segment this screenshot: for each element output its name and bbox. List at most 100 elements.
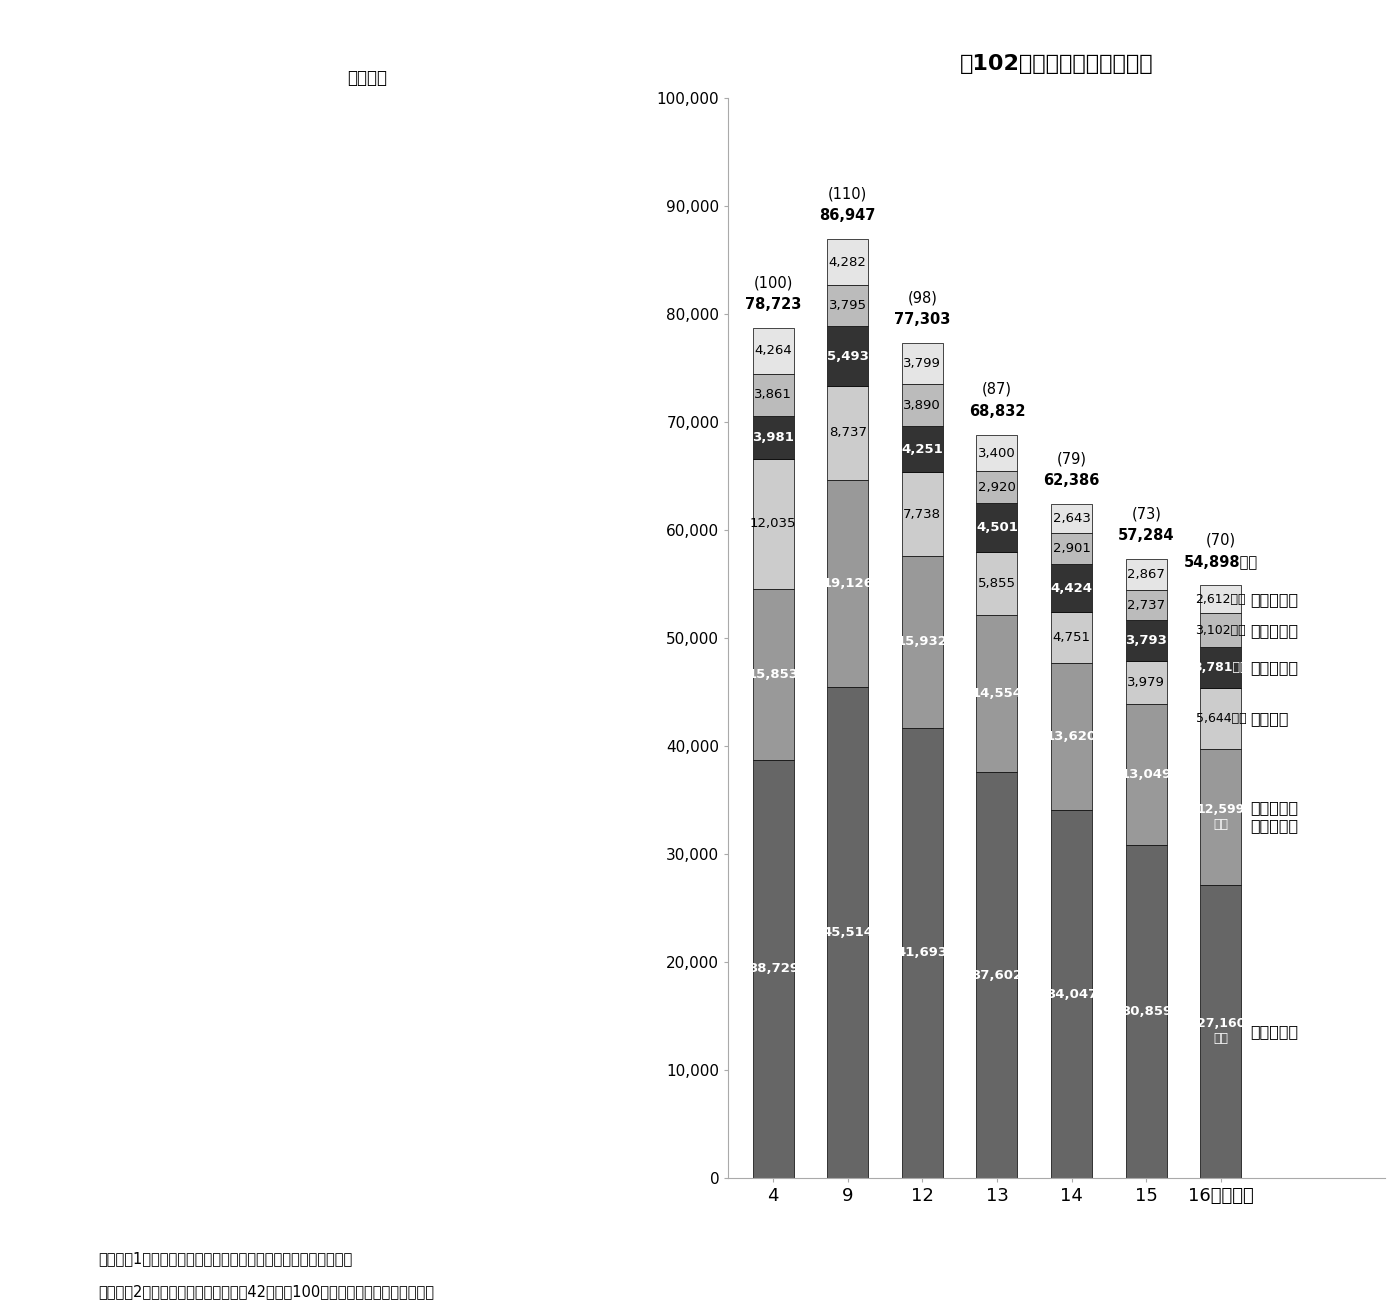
Text: 19,126: 19,126: [822, 577, 874, 590]
Bar: [1200, 647, 1242, 687]
Text: 2,901: 2,901: [1053, 542, 1091, 555]
Text: 4,751: 4,751: [1053, 631, 1091, 644]
Text: 3,799: 3,799: [903, 357, 941, 370]
Text: 3,795: 3,795: [829, 299, 867, 312]
Bar: [1200, 749, 1242, 884]
Bar: [976, 615, 1018, 771]
Text: 4,501: 4,501: [976, 521, 1018, 534]
Bar: [827, 327, 868, 386]
Text: 3,781億円: 3,781億円: [1194, 661, 1247, 674]
Text: 8,737: 8,737: [829, 426, 867, 440]
Text: 2,737: 2,737: [1127, 598, 1165, 611]
Bar: [976, 502, 1018, 551]
Text: 宅地造成: 宅地造成: [1250, 711, 1289, 726]
Text: 62,386: 62,386: [1043, 474, 1100, 488]
Text: 7,738: 7,738: [903, 508, 941, 521]
Bar: [827, 386, 868, 480]
Bar: [827, 480, 868, 686]
Text: 54,898億円: 54,898億円: [1184, 554, 1257, 569]
Text: 3,890: 3,890: [903, 399, 941, 412]
Text: 13,049: 13,049: [1120, 768, 1172, 781]
Text: 2,612億円: 2,612億円: [1196, 593, 1246, 606]
Text: (100): (100): [753, 276, 792, 290]
Bar: [1051, 664, 1092, 811]
Text: 3,861: 3,861: [755, 388, 792, 401]
Text: 水　　　道
（含簡水）: 水 道 （含簡水）: [1250, 800, 1298, 833]
Bar: [827, 285, 868, 327]
Text: 2,643: 2,643: [1053, 512, 1091, 525]
Bar: [976, 471, 1018, 502]
Bar: [1200, 585, 1242, 614]
Text: (110): (110): [827, 186, 868, 201]
Bar: [753, 416, 794, 459]
Text: 37,602: 37,602: [972, 968, 1022, 981]
Bar: [902, 384, 942, 426]
Bar: [902, 472, 942, 556]
Bar: [976, 771, 1018, 1178]
Text: (98): (98): [907, 290, 937, 306]
Text: 2　（　）内の数値は、平成42年度を100として算出した指数である。: 2 （ ）内の数値は、平成42年度を100として算出した指数である。: [98, 1284, 434, 1299]
Text: (70): (70): [1205, 533, 1236, 547]
Bar: [753, 459, 794, 589]
Text: 3,793: 3,793: [1126, 634, 1168, 647]
Text: 12,035: 12,035: [750, 517, 797, 530]
Text: 5,493: 5,493: [827, 349, 868, 362]
Bar: [1200, 687, 1242, 749]
Text: 12,599
億円: 12,599 億円: [1197, 803, 1245, 830]
Text: 68,832: 68,832: [969, 404, 1025, 419]
Text: （億円）: （億円）: [347, 70, 388, 88]
Text: 30,859: 30,859: [1120, 1005, 1172, 1018]
Bar: [827, 686, 868, 1178]
Text: 下　水　道: 下 水 道: [1250, 1023, 1298, 1039]
Bar: [1200, 614, 1242, 647]
Text: 3,981: 3,981: [752, 430, 794, 443]
Text: (73): (73): [1131, 506, 1161, 522]
Bar: [753, 760, 794, 1178]
Bar: [1126, 661, 1166, 705]
Text: 4,251: 4,251: [902, 442, 944, 455]
Text: 病　　　院: 病 院: [1250, 660, 1298, 674]
Text: 3,102億円: 3,102億円: [1196, 623, 1246, 636]
Text: 3,979: 3,979: [1127, 676, 1165, 689]
Bar: [1126, 845, 1166, 1178]
Text: 45,514: 45,514: [822, 926, 874, 939]
Text: 4,282: 4,282: [829, 256, 867, 269]
Bar: [753, 374, 794, 416]
Bar: [1126, 621, 1166, 661]
Text: 77,303: 77,303: [895, 312, 951, 327]
Text: 34,047: 34,047: [1046, 988, 1098, 1001]
Bar: [1051, 564, 1092, 611]
Bar: [902, 344, 942, 384]
Text: 13,620: 13,620: [1046, 731, 1098, 744]
Text: 5,644億円: 5,644億円: [1196, 711, 1246, 724]
Bar: [902, 728, 942, 1178]
Bar: [1200, 884, 1242, 1178]
Text: そ　の　他: そ の 他: [1250, 592, 1298, 607]
Text: 14,554: 14,554: [972, 687, 1022, 699]
Text: 交　　　通: 交 通: [1250, 623, 1298, 638]
Text: 78,723: 78,723: [745, 297, 801, 312]
Bar: [902, 426, 942, 472]
Text: 2,920: 2,920: [979, 480, 1016, 493]
Bar: [1126, 590, 1166, 621]
Bar: [753, 328, 794, 374]
Text: 5,855: 5,855: [979, 577, 1016, 589]
Bar: [1051, 811, 1092, 1178]
Text: 4,424: 4,424: [1050, 581, 1092, 594]
Text: (79): (79): [1057, 451, 1086, 467]
Bar: [902, 556, 942, 728]
Text: 4,264: 4,264: [755, 345, 792, 357]
Bar: [976, 434, 1018, 471]
Bar: [827, 239, 868, 285]
Text: 3,400: 3,400: [979, 446, 1016, 459]
Text: 15,853: 15,853: [748, 668, 798, 681]
Bar: [1051, 504, 1092, 533]
Text: (87): (87): [981, 382, 1012, 398]
Text: 15,932: 15,932: [897, 635, 948, 648]
Text: 57,284: 57,284: [1119, 529, 1175, 543]
Text: 41,693: 41,693: [897, 946, 948, 959]
Text: 86,947: 86,947: [819, 207, 876, 223]
Bar: [976, 551, 1018, 615]
Text: （注）　1　建設投賄額とは、資本的支出の建設改良費である。: （注） 1 建設投賄額とは、資本的支出の建設改良費である。: [98, 1252, 353, 1266]
Bar: [1126, 559, 1166, 590]
